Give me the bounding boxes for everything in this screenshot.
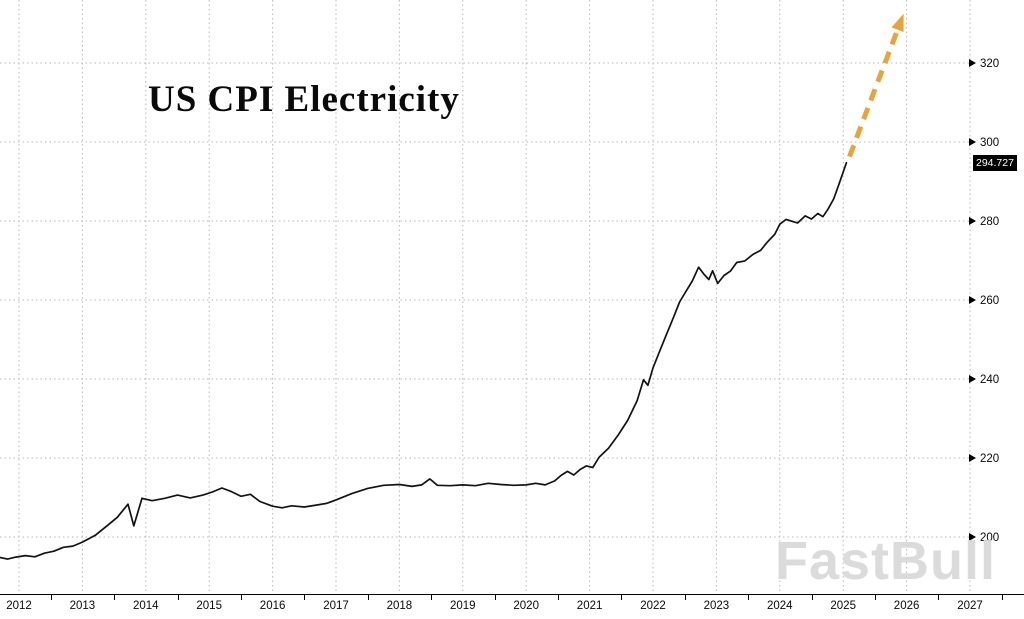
x-axis-tick [874,595,876,600]
x-axis-tick [367,595,369,600]
y-tick-label: 280 [980,216,999,228]
y-tick-label: 200 [980,532,999,544]
x-axis-tick [177,595,179,600]
projection-arrow-head [891,13,904,33]
y-tick-label: 240 [980,374,999,386]
x-axis-tick [684,595,686,600]
x-tick-label: 2020 [513,600,539,612]
y-tick-arrow-icon [969,296,976,304]
projection-arrow-line [847,29,900,158]
x-axis-tick [748,595,750,600]
x-axis-tick [1001,595,1003,600]
y-tick-arrow-icon [969,217,976,225]
x-tick-label: 2018 [386,600,413,612]
x-tick-label: 2024 [767,600,793,612]
x-axis-tick [621,595,623,600]
x-axis-tick [240,595,242,600]
x-tick-label: 2022 [640,600,666,612]
y-tick-label: 260 [980,295,999,307]
x-tick-label: 2021 [576,600,603,612]
x-tick-label: 2015 [196,600,222,612]
x-tick-label: 2014 [133,600,159,612]
x-tick-label: 2016 [259,600,286,612]
chart-title: US CPI Electricity [148,79,460,120]
x-axis-tick [938,595,940,600]
y-tick-label: 320 [980,58,999,70]
y-tick-arrow-icon [969,138,976,146]
watermark: FastBull [774,531,996,591]
x-tick-label: 2023 [703,600,730,612]
x-axis-tick [304,595,306,600]
x-axis: 2012 2013 2014 2015 2016 2017 2018 2019 2020 2021… [0,594,1024,619]
x-tick-label: 2027 [957,600,983,612]
cpi-series-line [0,161,848,560]
x-tick-label: 2017 [323,600,349,612]
y-tick-label: 300 [980,137,999,149]
x-tick-label: 2026 [893,600,920,612]
x-axis-tick [811,595,813,600]
y-tick-arrow-icon [969,59,976,67]
y-tick-arrow-icon [969,454,976,462]
x-tick-label: 2025 [830,600,856,612]
x-tick-label: 2013 [69,600,96,612]
x-axis-tick [114,595,116,600]
x-axis-tick [557,595,559,600]
y-tick-arrow-icon [969,533,976,541]
x-tick-label: 2019 [450,600,476,612]
x-axis-tick [494,595,496,600]
x-axis-tick [431,595,433,600]
y-tick-label: 220 [980,453,999,465]
y-tick-arrow-icon [969,375,976,383]
x-tick-label: 2012 [6,600,32,612]
last-value-label: 294.727 [973,155,1017,171]
x-axis-tick [50,595,52,600]
